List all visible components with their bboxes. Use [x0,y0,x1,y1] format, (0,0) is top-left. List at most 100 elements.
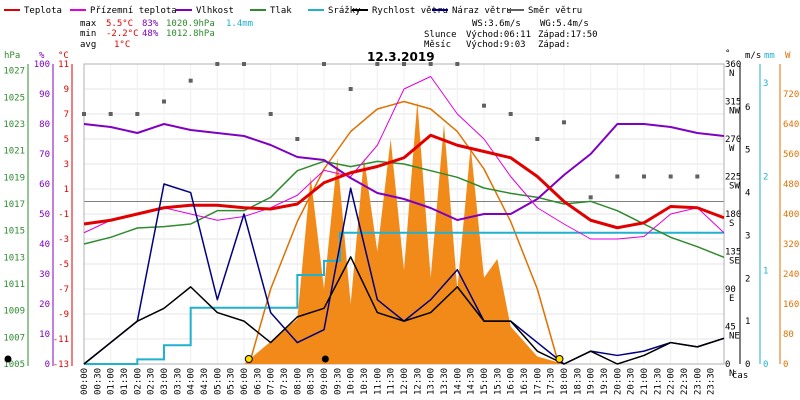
moon-label: Měsíc [424,40,451,50]
wind-direction-point [348,87,353,91]
time-tick-label: 16:30 [520,368,530,395]
legend-item: Náraz větru [432,6,512,16]
percent-tick-label: 50 [39,210,50,220]
percent-tick-label: 40 [39,240,50,250]
wind-direction-point [695,174,700,179]
hpa-tick-label: 1025 [3,93,25,103]
time-tick-label: 23:30 [707,368,717,395]
mm-axis-unit: mm [764,51,775,61]
celsius-tick-label: -13 [53,360,69,370]
plot-area [4,62,725,365]
celsius-tick-label: 1 [64,185,69,195]
direction-tick-label: SW [729,182,740,192]
wind-direction-point [375,62,380,66]
sunset: Západ:17:50 [538,30,598,40]
moon-marker [4,355,12,363]
hpa-tick-label: 1019 [3,173,25,183]
percent-tick-label: 60 [39,180,50,190]
legend-label: Přízemní teplota [90,6,177,16]
wind-direction-point [268,112,273,116]
percent-tick-label: 90 [39,90,50,100]
celsius-tick-label: -11 [53,335,69,345]
wind-direction-point [162,99,166,104]
time-tick-label: 10:30 [360,368,370,395]
watt-tick-label: 320 [783,240,799,250]
wind-direction-point [535,137,540,141]
time-tick-label: 02:30 [147,368,157,395]
percent-tick-label: 80 [39,120,50,130]
legend-label: Rychlost větru [372,6,448,16]
stat-min-press: 1012.8hPa [166,29,215,39]
celsius-tick-label: -5 [58,260,69,270]
percent-tick-label: 10 [39,330,50,340]
time-tick-label: 01:00 [107,368,117,395]
hpa-tick-label: 1023 [3,120,25,130]
legend-item: Přízemní teplota [70,6,177,16]
mm-tick-label: 3 [763,79,768,89]
hpa-tick-label: 1005 [3,360,25,370]
wind-direction-point [108,112,113,116]
wind-direction-point [82,112,86,116]
watt-axis-unit: W [785,51,791,61]
sunrise: Východ:06:11 [466,30,531,40]
stat-min-hum: 48% [142,29,159,39]
wind-direction-point [135,112,140,116]
watt-tick-label: 160 [783,300,799,310]
ms-tick-label: 5 [745,146,750,156]
wind-gust-max: WG:5.4m/s [540,19,589,29]
hpa-tick-label: 1013 [3,253,25,263]
solar-radiation-area [244,101,564,364]
ms-tick-label: 0 [745,360,750,370]
time-tick-label: 07:30 [280,368,290,395]
ms-tick-label: 2 [745,274,750,284]
time-tick-label: 15:30 [493,368,503,395]
time-tick-label: 12:30 [413,368,423,395]
legend-label: Teplota [24,6,62,16]
wind-direction-point [215,62,220,66]
sun-label: Slunce [424,30,457,40]
time-tick-label: 12:00 [400,368,410,395]
time-tick-label: 14:00 [453,368,463,395]
mm-tick-label: 2 [763,173,768,183]
time-tick-label: 22:30 [680,368,690,395]
ms-tick-label: 3 [745,231,750,241]
hpa-tick-label: 1009 [3,307,25,317]
direction-tick-label: 135 [725,248,741,258]
time-axis: 00:00 00:30 01:00 01:30 02:00 02:30 03:00 03:30… [80,368,717,395]
watt-tick-label: 0 [783,360,788,370]
watt-tick-label: 640 [783,120,799,130]
sunrise-marker [244,355,253,363]
celsius-tick-label: -7 [58,285,69,295]
time-tick-label: 17:00 [533,368,543,395]
percent-tick-label: 30 [39,270,50,280]
moonrise-marker [321,355,329,363]
percent-tick-label: 100 [34,60,50,70]
celsius-tick-label: 3 [64,160,69,170]
left-axes: 1027102510231021101910171015101310111009… [3,60,73,370]
direction-tick-label: N [729,369,734,379]
time-tick-label: 09:00 [320,368,330,395]
legend-item: Tlak [250,6,292,16]
time-tick-label: 20:30 [627,368,637,395]
wind-speed-line [83,256,725,365]
percent-tick-label: 20 [39,300,50,310]
time-tick-label: 01:30 [120,368,130,395]
stat-avg-label: avg [80,40,96,50]
watt-tick-label: 80 [783,330,794,340]
time-tick-label: 00:00 [80,368,90,395]
wind-direction-point [615,174,620,179]
wind-direction-point [482,103,486,108]
time-tick-label: 04:30 [200,368,210,395]
direction-tick-label: SE [729,257,740,267]
stat-min-label: min [80,29,96,39]
direction-tick-label: 0 [725,360,730,370]
wind-direction-point [188,78,193,83]
direction-tick-label: NW [729,107,740,117]
direction-tick-label: W [729,144,735,154]
stat-max-label: max [80,19,97,29]
time-tick-label: 14:30 [467,368,477,395]
watt-tick-label: 480 [783,180,799,190]
wind-speed-avg: WS:3.6m/s [472,19,521,29]
direction-axis-unit: ° [725,49,730,59]
